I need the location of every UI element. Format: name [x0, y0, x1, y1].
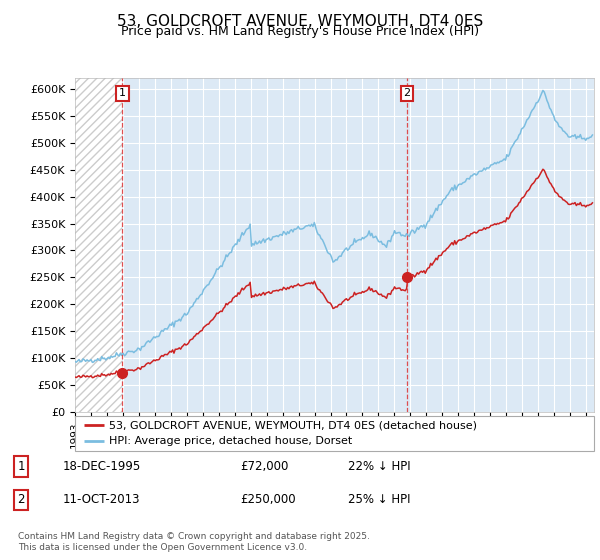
- Text: 18-DEC-1995: 18-DEC-1995: [63, 460, 141, 473]
- Text: 11-OCT-2013: 11-OCT-2013: [63, 493, 140, 506]
- Text: £72,000: £72,000: [240, 460, 289, 473]
- Text: 25% ↓ HPI: 25% ↓ HPI: [348, 493, 410, 506]
- Bar: [75, 78, 122, 412]
- Text: Contains HM Land Registry data © Crown copyright and database right 2025.
This d: Contains HM Land Registry data © Crown c…: [18, 532, 370, 552]
- Text: 2: 2: [17, 493, 25, 506]
- Text: £250,000: £250,000: [240, 493, 296, 506]
- Text: Price paid vs. HM Land Registry's House Price Index (HPI): Price paid vs. HM Land Registry's House …: [121, 25, 479, 38]
- Text: 2: 2: [403, 88, 410, 99]
- Text: 1: 1: [17, 460, 25, 473]
- Text: 53, GOLDCROFT AVENUE, WEYMOUTH, DT4 0ES: 53, GOLDCROFT AVENUE, WEYMOUTH, DT4 0ES: [117, 14, 483, 29]
- Text: 22% ↓ HPI: 22% ↓ HPI: [348, 460, 410, 473]
- Text: HPI: Average price, detached house, Dorset: HPI: Average price, detached house, Dors…: [109, 436, 352, 446]
- Text: 53, GOLDCROFT AVENUE, WEYMOUTH, DT4 0ES (detached house): 53, GOLDCROFT AVENUE, WEYMOUTH, DT4 0ES …: [109, 421, 477, 431]
- Text: 1: 1: [119, 88, 126, 99]
